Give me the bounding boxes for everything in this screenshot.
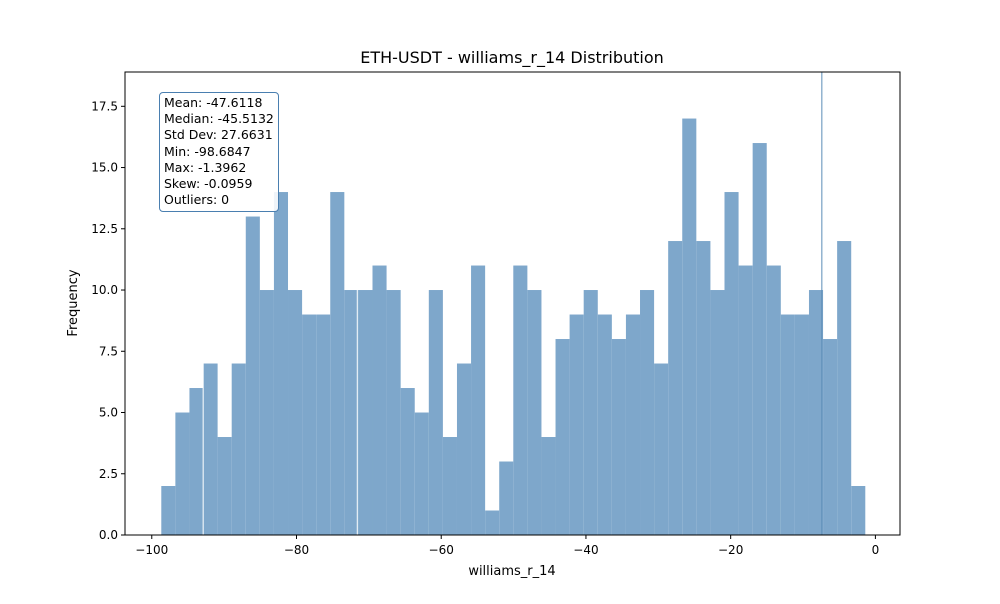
- histogram-bar: [513, 265, 528, 535]
- histogram-bar: [738, 265, 753, 535]
- histogram-bar: [625, 314, 641, 535]
- stat-max: Max: -1.3962: [164, 159, 247, 175]
- histogram-bar: [161, 486, 176, 535]
- histogram-bar: [851, 486, 866, 535]
- chart-title: ETH-USDT - williams_r_14 Distribution: [360, 48, 664, 68]
- histogram-bar: [808, 290, 824, 535]
- x-axis-label: williams_r_14: [468, 564, 555, 579]
- x-axis-ticks: −100 −80 −60 −40 −20 0: [135, 535, 879, 557]
- histogram-bar: [259, 290, 274, 535]
- histogram-bar: [485, 510, 500, 535]
- x-tick-label: 0: [872, 543, 880, 557]
- histogram-bar: [794, 314, 809, 535]
- histogram-bar: [372, 265, 387, 535]
- histogram-bar: [358, 290, 373, 535]
- histogram-bar: [752, 143, 767, 535]
- histogram-bar: [682, 118, 697, 535]
- histogram-bar: [344, 290, 359, 535]
- histogram-bar: [654, 363, 669, 535]
- histogram-bar: [766, 265, 781, 535]
- y-axis-ticks: 0.0 2.5 5.0 7.5 10.0 12.5 15.0 17.5: [91, 99, 125, 542]
- histogram-bar: [611, 339, 626, 535]
- histogram-bar: [724, 192, 739, 535]
- histogram-bar: [780, 314, 795, 535]
- histogram-bar: [428, 290, 443, 535]
- histogram-bar: [189, 388, 204, 535]
- y-tick-label: 12.5: [91, 222, 118, 236]
- stat-skew: Skew: -0.0959: [164, 176, 253, 192]
- stat-std-dev: Std Dev: 27.6631: [164, 127, 273, 143]
- x-tick-label: −80: [284, 543, 309, 557]
- histogram-bar: [217, 437, 232, 535]
- histogram-bar: [330, 192, 345, 535]
- histogram-bar: [555, 339, 570, 535]
- y-tick-label: 10.0: [91, 283, 118, 297]
- y-tick-label: 17.5: [91, 99, 118, 113]
- histogram-bar: [527, 290, 542, 535]
- histogram-bar: [569, 314, 584, 535]
- histogram-bar: [668, 241, 683, 536]
- y-axis-label: Frequency: [66, 269, 81, 336]
- y-tick-label: 0.0: [99, 528, 118, 542]
- stat-min: Min: -98.6847: [164, 143, 251, 159]
- stats-box: Mean: -47.6118 Median: -45.5132 Std Dev:…: [159, 92, 279, 213]
- histogram-bar: [231, 363, 246, 535]
- histogram-bar: [837, 241, 852, 536]
- plot-frame: [124, 71, 901, 536]
- stat-median: Median: -45.5132: [164, 111, 274, 127]
- histogram-bar: [640, 290, 655, 535]
- histogram-bar: [710, 290, 725, 535]
- histogram-bar: [696, 241, 711, 536]
- histogram-bar: [203, 363, 218, 535]
- histogram-bar: [273, 192, 289, 535]
- histogram-bar: [471, 265, 486, 535]
- x-tick-label: −100: [135, 543, 168, 557]
- histogram-bar: [245, 216, 260, 535]
- histogram-bar: [288, 290, 303, 535]
- y-tick-label: 7.5: [99, 344, 118, 358]
- histogram-bar: [414, 412, 429, 535]
- histogram-bar: [175, 412, 190, 535]
- x-tick-label: −40: [573, 543, 598, 557]
- x-tick-label: −60: [429, 543, 454, 557]
- histogram-bar: [583, 290, 598, 535]
- histogram-bar: [316, 314, 331, 535]
- histogram-bar: [400, 388, 415, 535]
- bars-layer: [161, 118, 866, 536]
- y-tick-label: 15.0: [91, 161, 118, 175]
- stat-outliers: Outliers: 0: [164, 192, 230, 208]
- histogram-bar: [499, 461, 514, 535]
- y-tick-label: 2.5: [99, 467, 118, 481]
- stat-mean: Mean: -47.6118: [164, 95, 263, 110]
- histogram-bar: [823, 339, 838, 535]
- y-tick-label: 5.0: [99, 406, 118, 420]
- histogram-bar: [456, 363, 472, 535]
- histogram-bar: [386, 290, 401, 535]
- histogram-bar: [597, 314, 612, 535]
- x-tick-label: −20: [718, 543, 743, 557]
- histogram-bar: [302, 314, 317, 535]
- histogram-bar: [442, 437, 457, 535]
- histogram-bar: [541, 437, 556, 535]
